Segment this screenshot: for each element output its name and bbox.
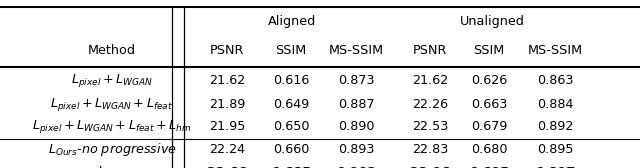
Text: 0.616: 0.616 [273, 74, 309, 87]
Text: 0.873: 0.873 [338, 74, 375, 87]
Text: $L_{pixel}+L_{WGAN}+L_{feat}$: $L_{pixel}+L_{WGAN}+L_{feat}$ [51, 96, 173, 113]
Text: 22.26: 22.26 [412, 98, 448, 111]
Text: 21.62: 21.62 [209, 74, 245, 87]
Text: 0.895: 0.895 [537, 143, 574, 156]
Text: PSNR: PSNR [210, 44, 244, 57]
Text: 0.679: 0.679 [471, 120, 507, 133]
Text: Aligned: Aligned [268, 15, 316, 28]
Text: $L_{pixel}+L_{WGAN}+L_{feat}+L_{hm}$: $L_{pixel}+L_{WGAN}+L_{feat}+L_{hm}$ [32, 118, 192, 135]
Text: 0.660: 0.660 [273, 143, 309, 156]
Text: 22.24: 22.24 [209, 143, 245, 156]
Text: 0.884: 0.884 [537, 98, 574, 111]
Text: 22.96: 22.96 [410, 166, 450, 168]
Text: $L_{pixel}+L_{WGAN}$: $L_{pixel}+L_{WGAN}$ [71, 72, 153, 89]
Text: SSIM: SSIM [276, 44, 307, 57]
Text: 0.863: 0.863 [537, 74, 574, 87]
Text: 0.680: 0.680 [470, 143, 508, 156]
Text: 0.649: 0.649 [273, 98, 309, 111]
Text: 22.66: 22.66 [207, 166, 247, 168]
Text: 22.83: 22.83 [412, 143, 448, 156]
Text: $L_{Ours}$: $L_{Ours}$ [97, 165, 127, 168]
Text: MS-SSIM: MS-SSIM [329, 44, 384, 57]
Text: 0.650: 0.650 [273, 120, 310, 133]
Text: 0.626: 0.626 [471, 74, 507, 87]
Text: MS-SSIM: MS-SSIM [528, 44, 583, 57]
Text: 0.897: 0.897 [536, 166, 575, 168]
Text: 21.62: 21.62 [412, 74, 448, 87]
Text: 0.902: 0.902 [337, 166, 376, 168]
Text: SSIM: SSIM [474, 44, 504, 57]
Text: Method: Method [88, 44, 136, 57]
Text: 21.89: 21.89 [209, 98, 245, 111]
Text: $L_{Ours}$-no progressive: $L_{Ours}$-no progressive [47, 141, 177, 158]
Text: 0.663: 0.663 [471, 98, 507, 111]
Text: PSNR: PSNR [413, 44, 447, 57]
Text: Unaligned: Unaligned [460, 15, 525, 28]
Text: 21.95: 21.95 [209, 120, 245, 133]
Text: 0.695: 0.695 [469, 166, 509, 168]
Text: 0.892: 0.892 [538, 120, 573, 133]
Text: 22.53: 22.53 [412, 120, 448, 133]
Text: 0.685: 0.685 [271, 166, 311, 168]
Text: 0.887: 0.887 [338, 98, 375, 111]
Text: 0.890: 0.890 [338, 120, 375, 133]
Text: 0.893: 0.893 [338, 143, 375, 156]
